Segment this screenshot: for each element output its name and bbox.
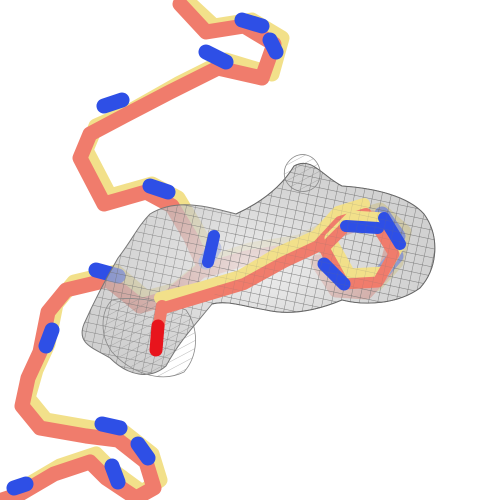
oxygen-atoms [149, 300, 168, 357]
nitrogen-segment [130, 436, 156, 466]
density-mesh-lower [102, 298, 196, 378]
nitrogen-segment [96, 92, 130, 114]
nitrogen-segment [104, 458, 126, 490]
oxygen-segment [149, 319, 165, 357]
nitrogen-segment [94, 416, 128, 436]
nitrogen-segment [234, 12, 270, 34]
nitrogen-segment [6, 476, 34, 496]
nitrogen-segment [38, 322, 60, 354]
nitrogen-segment [198, 44, 234, 70]
nitrogen-segment [262, 32, 284, 60]
nitrogen-backbone-mid [202, 230, 220, 268]
nitrogen-segment [142, 178, 176, 200]
density-mesh-front [211, 162, 436, 313]
